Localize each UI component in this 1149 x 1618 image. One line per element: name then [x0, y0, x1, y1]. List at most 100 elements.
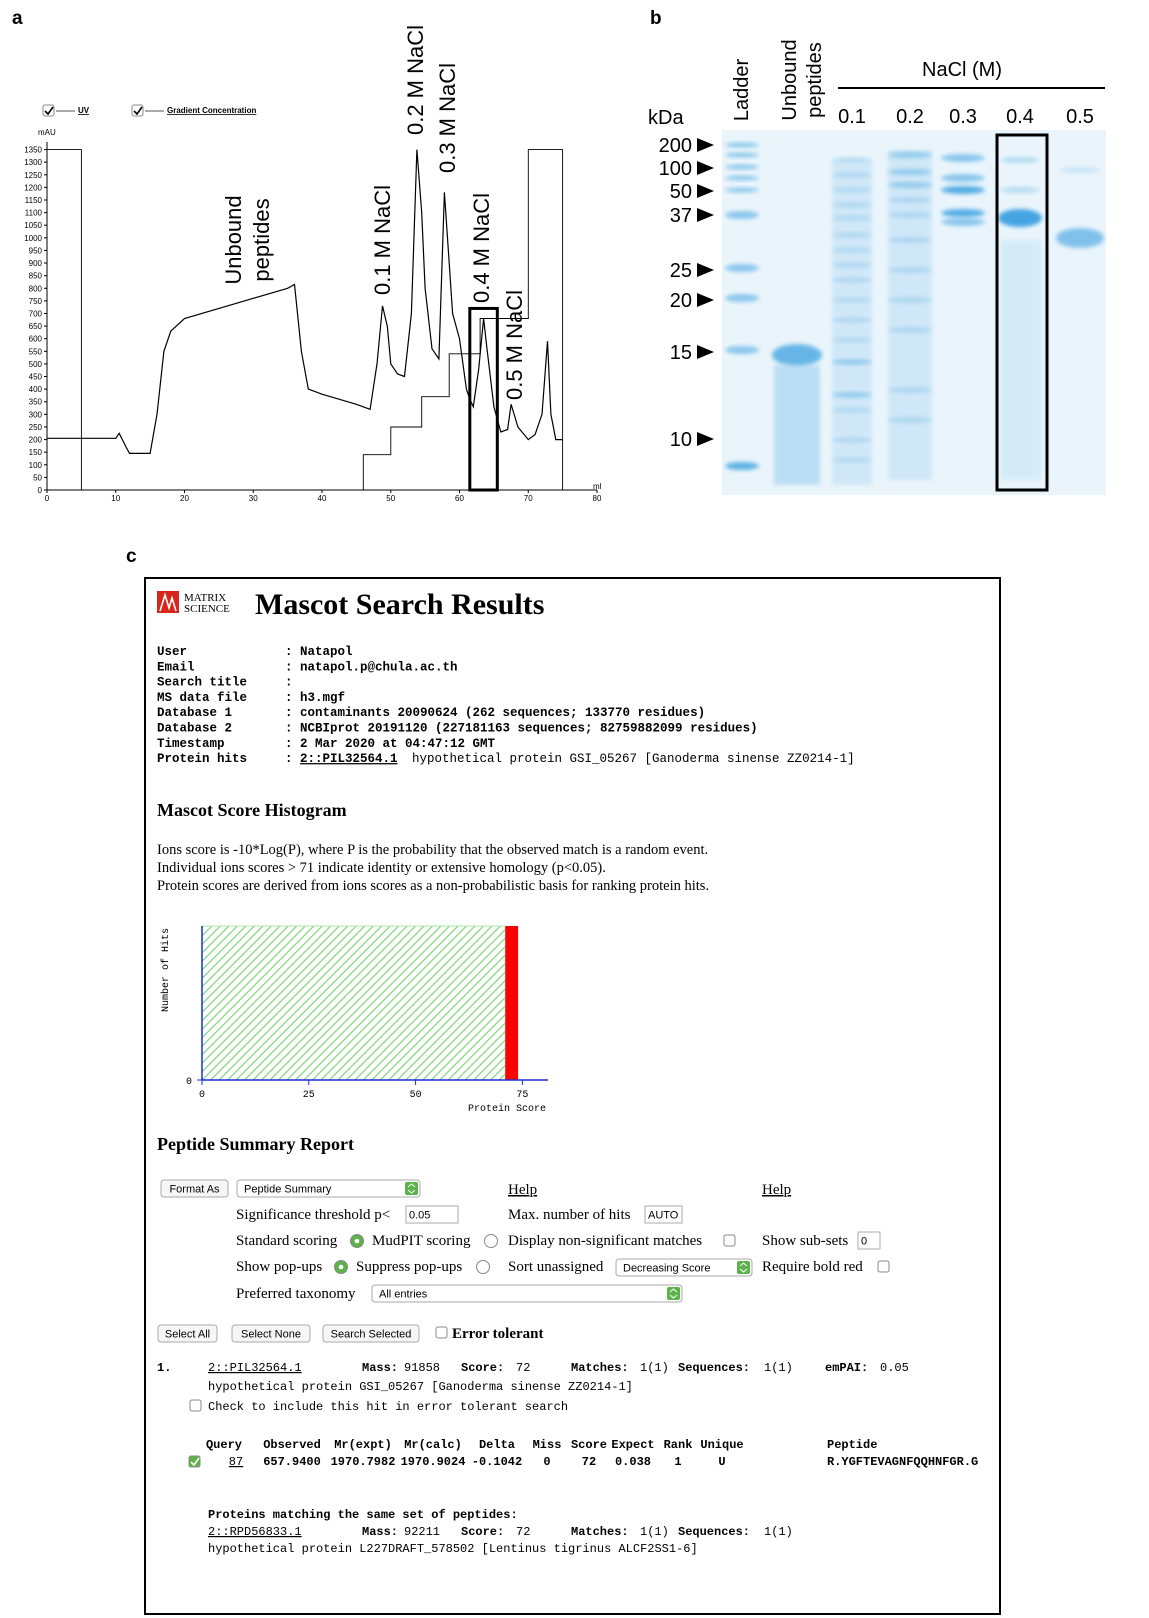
y-tick-label: 1100	[25, 209, 43, 218]
field-value: 91858	[404, 1361, 440, 1375]
field-label: Score:	[461, 1525, 504, 1539]
radio[interactable]	[477, 1261, 490, 1274]
column-header: Query	[206, 1438, 242, 1452]
lane-label: 0.3	[949, 106, 977, 128]
column-header: Rank	[664, 1438, 693, 1452]
checkbox[interactable]	[190, 1400, 201, 1411]
lane-label: Ladder	[731, 59, 753, 122]
hit-link[interactable]: 2::PIL32564.1	[208, 1361, 302, 1375]
section-heading: Mascot Score Histogram	[157, 800, 347, 820]
y-tick-label: 950	[29, 246, 43, 255]
info-label: Protein hits	[157, 752, 247, 766]
y-tick-label: 400	[29, 385, 43, 394]
gel-band	[725, 294, 759, 302]
field-label: Mass:	[362, 1361, 398, 1375]
gel-band	[772, 344, 822, 366]
checkbox[interactable]	[724, 1235, 735, 1246]
y-tick-label: 500	[29, 360, 43, 369]
checkbox[interactable]	[878, 1261, 889, 1272]
hit-link[interactable]: 2::PIL32564.1	[300, 752, 398, 766]
marker-arrow	[697, 263, 714, 277]
input-value: 0.05	[409, 1210, 430, 1222]
form-label: Sort unassigned	[508, 1259, 604, 1275]
gel-smear	[888, 150, 932, 480]
gel-band	[1000, 157, 1040, 163]
input-value: 0	[861, 1236, 867, 1248]
field-label: Matches:	[571, 1361, 629, 1375]
field-value: 1(1)	[640, 1361, 669, 1375]
help-link: Help	[762, 1182, 791, 1198]
hit-description: hypothetical protein L227DRAFT_578502 [L…	[208, 1542, 698, 1556]
hit-index: 1.	[157, 1361, 171, 1375]
y-tick-label: 1200	[24, 183, 42, 192]
paragraph: Ions score is -10*Log(P), where P is the…	[157, 842, 708, 858]
y-tick-label: 900	[29, 259, 43, 268]
marker-label: 37	[670, 205, 692, 227]
info-separator: :	[285, 660, 293, 674]
y-tick-label: 550	[29, 347, 43, 356]
hit-bar	[505, 926, 518, 1080]
column-header: Peptide	[827, 1438, 877, 1452]
gel-band	[725, 211, 759, 219]
y-tick-label: 1150	[25, 196, 43, 205]
column-header: Mr(expt)	[334, 1438, 392, 1452]
x-tick-label: 60	[455, 494, 464, 503]
x-tick-label: 50	[386, 494, 395, 503]
column-header: Observed	[263, 1438, 321, 1452]
y-tick-label: 750	[29, 297, 43, 306]
panel-label: a	[12, 8, 23, 29]
info-label: Email	[157, 660, 195, 674]
gel-band	[1060, 167, 1100, 173]
form-label: Max. number of hits	[508, 1207, 631, 1223]
info-label: User	[157, 645, 187, 659]
marker-label: 200	[659, 135, 692, 157]
section-heading: Peptide Summary Report	[157, 1134, 354, 1154]
figure: abc0501001502002503003504004505005506006…	[0, 0, 1149, 1618]
gel-band	[725, 176, 759, 181]
field-label: Matches:	[571, 1525, 629, 1539]
y-tick-label: 1000	[24, 234, 42, 243]
info-label: Database 2	[157, 722, 232, 736]
field-label: Sequences:	[678, 1361, 750, 1375]
button-label: Select None	[241, 1329, 301, 1341]
y-tick-label: 850	[29, 272, 43, 281]
form-label: Preferred taxonomy	[236, 1286, 356, 1302]
random-region	[202, 926, 505, 1080]
gel-band	[1056, 228, 1104, 248]
cell: 1970.9024	[401, 1455, 466, 1469]
hit-link[interactable]: 2::RPD56833.1	[208, 1525, 302, 1539]
lane-label: 0.5	[1066, 106, 1094, 128]
page-title: Mascot Search Results	[255, 588, 544, 621]
form-label: MudPIT scoring	[372, 1233, 471, 1249]
marker-label: 15	[670, 342, 692, 364]
radio[interactable]	[485, 1235, 498, 1248]
field-value: 1(1)	[764, 1361, 793, 1375]
marker-arrow	[697, 345, 714, 359]
annotation: 0.3 M NaCl	[435, 63, 460, 173]
query-link[interactable]: 87	[229, 1455, 243, 1469]
x-tick-label: 10	[111, 494, 120, 503]
x-tick-label: 80	[593, 494, 602, 503]
info-separator: :	[285, 706, 293, 720]
gel-band	[941, 218, 985, 226]
lane-label: 0.4	[1006, 106, 1034, 128]
y-tick-label: 250	[29, 423, 43, 432]
paragraph: Protein scores are derived from ions sco…	[157, 878, 709, 894]
checkbox[interactable]	[436, 1327, 447, 1338]
field-value: 92211	[404, 1525, 440, 1539]
field-value: 72	[516, 1525, 530, 1539]
x-tick-label: 20	[180, 494, 189, 503]
marker-arrow	[697, 208, 714, 222]
y-tick-label: 0	[38, 486, 43, 495]
info-label: Database 1	[157, 706, 232, 720]
cell: 657.9400	[263, 1455, 321, 1469]
gel-band	[725, 346, 759, 354]
form-label: Standard scoring	[236, 1233, 338, 1249]
cell: 0	[543, 1455, 550, 1469]
info-separator: :	[285, 691, 293, 705]
gel-band	[941, 174, 985, 182]
gel-band	[725, 143, 759, 148]
salt-label: NaCl (M)	[922, 59, 1002, 81]
gel-band	[941, 209, 985, 217]
info-value: natapol.p@chula.ac.th	[300, 660, 458, 674]
